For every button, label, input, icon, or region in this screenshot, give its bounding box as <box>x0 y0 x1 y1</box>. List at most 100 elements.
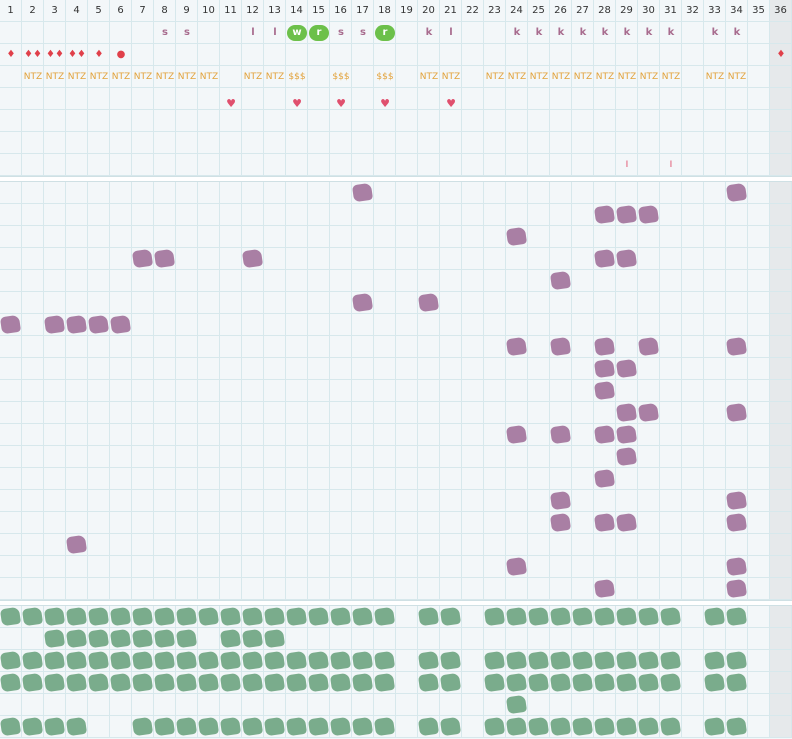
grid-cell[interactable] <box>110 292 132 314</box>
grid-cell[interactable] <box>66 270 88 292</box>
grid-cell[interactable] <box>440 270 462 292</box>
grid-cell[interactable] <box>682 154 704 176</box>
green-mark[interactable] <box>153 716 176 737</box>
grid-cell[interactable] <box>660 512 682 534</box>
grid-cell[interactable] <box>352 556 374 578</box>
grid-cell[interactable] <box>594 110 616 132</box>
grid-cell[interactable] <box>660 182 682 204</box>
green-mark[interactable] <box>285 606 308 627</box>
grid-cell[interactable] <box>594 534 616 556</box>
grid-cell[interactable] <box>44 22 66 44</box>
purple-mark[interactable] <box>109 314 132 335</box>
grid-cell[interactable] <box>484 154 506 176</box>
grid-cell[interactable] <box>506 672 528 694</box>
grid-cell[interactable] <box>726 578 748 600</box>
grid-cell[interactable] <box>110 204 132 226</box>
grid-cell[interactable] <box>572 88 594 110</box>
grid-cell[interactable] <box>242 446 264 468</box>
grid-cell[interactable] <box>66 226 88 248</box>
grid-cell[interactable] <box>198 628 220 650</box>
grid-cell[interactable] <box>616 468 638 490</box>
grid-cell[interactable] <box>550 490 572 512</box>
grid-cell[interactable] <box>308 270 330 292</box>
grid-cell[interactable] <box>748 154 770 176</box>
grid-cell[interactable] <box>330 672 352 694</box>
grid-cell[interactable] <box>616 270 638 292</box>
grid-cell[interactable] <box>154 694 176 716</box>
grid-cell[interactable] <box>352 512 374 534</box>
purple-mark[interactable] <box>725 336 748 357</box>
grid-cell[interactable] <box>572 270 594 292</box>
grid-cell[interactable] <box>286 66 308 88</box>
grid-cell[interactable] <box>198 424 220 446</box>
grid-cell[interactable] <box>660 292 682 314</box>
grid-cell[interactable] <box>770 182 792 204</box>
green-mark[interactable] <box>615 650 638 671</box>
grid-cell[interactable] <box>660 446 682 468</box>
grid-cell[interactable] <box>660 270 682 292</box>
purple-mark[interactable] <box>615 512 638 533</box>
grid-cell[interactable] <box>770 694 792 716</box>
grid-cell[interactable] <box>374 446 396 468</box>
grid-cell[interactable] <box>286 270 308 292</box>
grid-cell[interactable] <box>440 650 462 672</box>
grid-cell[interactable] <box>770 248 792 270</box>
grid-cell[interactable] <box>110 182 132 204</box>
grid-cell[interactable] <box>242 182 264 204</box>
grid-cell[interactable] <box>198 606 220 628</box>
grid-cell[interactable] <box>132 358 154 380</box>
grid-cell[interactable] <box>264 88 286 110</box>
grid-cell[interactable] <box>594 446 616 468</box>
grid-cell[interactable] <box>682 22 704 44</box>
grid-cell[interactable] <box>286 672 308 694</box>
grid-cell[interactable] <box>770 292 792 314</box>
grid-cell[interactable] <box>154 270 176 292</box>
grid-cell[interactable] <box>308 66 330 88</box>
grid-cell[interactable] <box>352 44 374 66</box>
green-mark[interactable] <box>549 650 572 671</box>
grid-cell[interactable] <box>132 22 154 44</box>
green-mark[interactable] <box>505 606 528 627</box>
grid-cell[interactable] <box>616 534 638 556</box>
green-mark[interactable] <box>505 672 528 693</box>
grid-cell[interactable] <box>176 22 198 44</box>
grid-cell[interactable] <box>308 534 330 556</box>
grid-cell[interactable] <box>660 468 682 490</box>
green-mark[interactable] <box>527 606 550 627</box>
green-mark[interactable] <box>131 672 154 693</box>
grid-cell[interactable] <box>572 650 594 672</box>
grid-cell[interactable] <box>220 424 242 446</box>
grid-cell[interactable] <box>374 132 396 154</box>
grid-cell[interactable] <box>44 402 66 424</box>
grid-cell[interactable] <box>110 578 132 600</box>
grid-cell[interactable] <box>440 336 462 358</box>
grid-cell[interactable] <box>374 358 396 380</box>
grid-cell[interactable] <box>220 716 242 738</box>
grid-cell[interactable] <box>704 490 726 512</box>
grid-cell[interactable] <box>550 270 572 292</box>
grid-cell[interactable] <box>616 490 638 512</box>
grid-cell[interactable] <box>198 292 220 314</box>
grid-cell[interactable] <box>374 650 396 672</box>
grid-cell[interactable] <box>66 490 88 512</box>
grid-cell[interactable] <box>418 380 440 402</box>
grid-cell[interactable] <box>594 204 616 226</box>
grid-cell[interactable] <box>616 292 638 314</box>
grid-cell[interactable] <box>418 650 440 672</box>
grid-cell[interactable] <box>176 650 198 672</box>
grid-cell[interactable] <box>770 314 792 336</box>
grid-cell[interactable] <box>440 380 462 402</box>
grid-cell[interactable] <box>154 424 176 446</box>
grid-cell[interactable] <box>22 534 44 556</box>
grid-cell[interactable] <box>176 336 198 358</box>
grid-cell[interactable] <box>594 578 616 600</box>
grid-cell[interactable] <box>0 270 22 292</box>
grid-cell[interactable] <box>0 490 22 512</box>
grid-cell[interactable] <box>110 248 132 270</box>
grid-cell[interactable] <box>286 132 308 154</box>
grid-cell[interactable] <box>88 314 110 336</box>
grid-cell[interactable] <box>462 606 484 628</box>
grid-cell[interactable] <box>682 424 704 446</box>
grid-cell[interactable] <box>66 578 88 600</box>
grid-cell[interactable] <box>462 672 484 694</box>
